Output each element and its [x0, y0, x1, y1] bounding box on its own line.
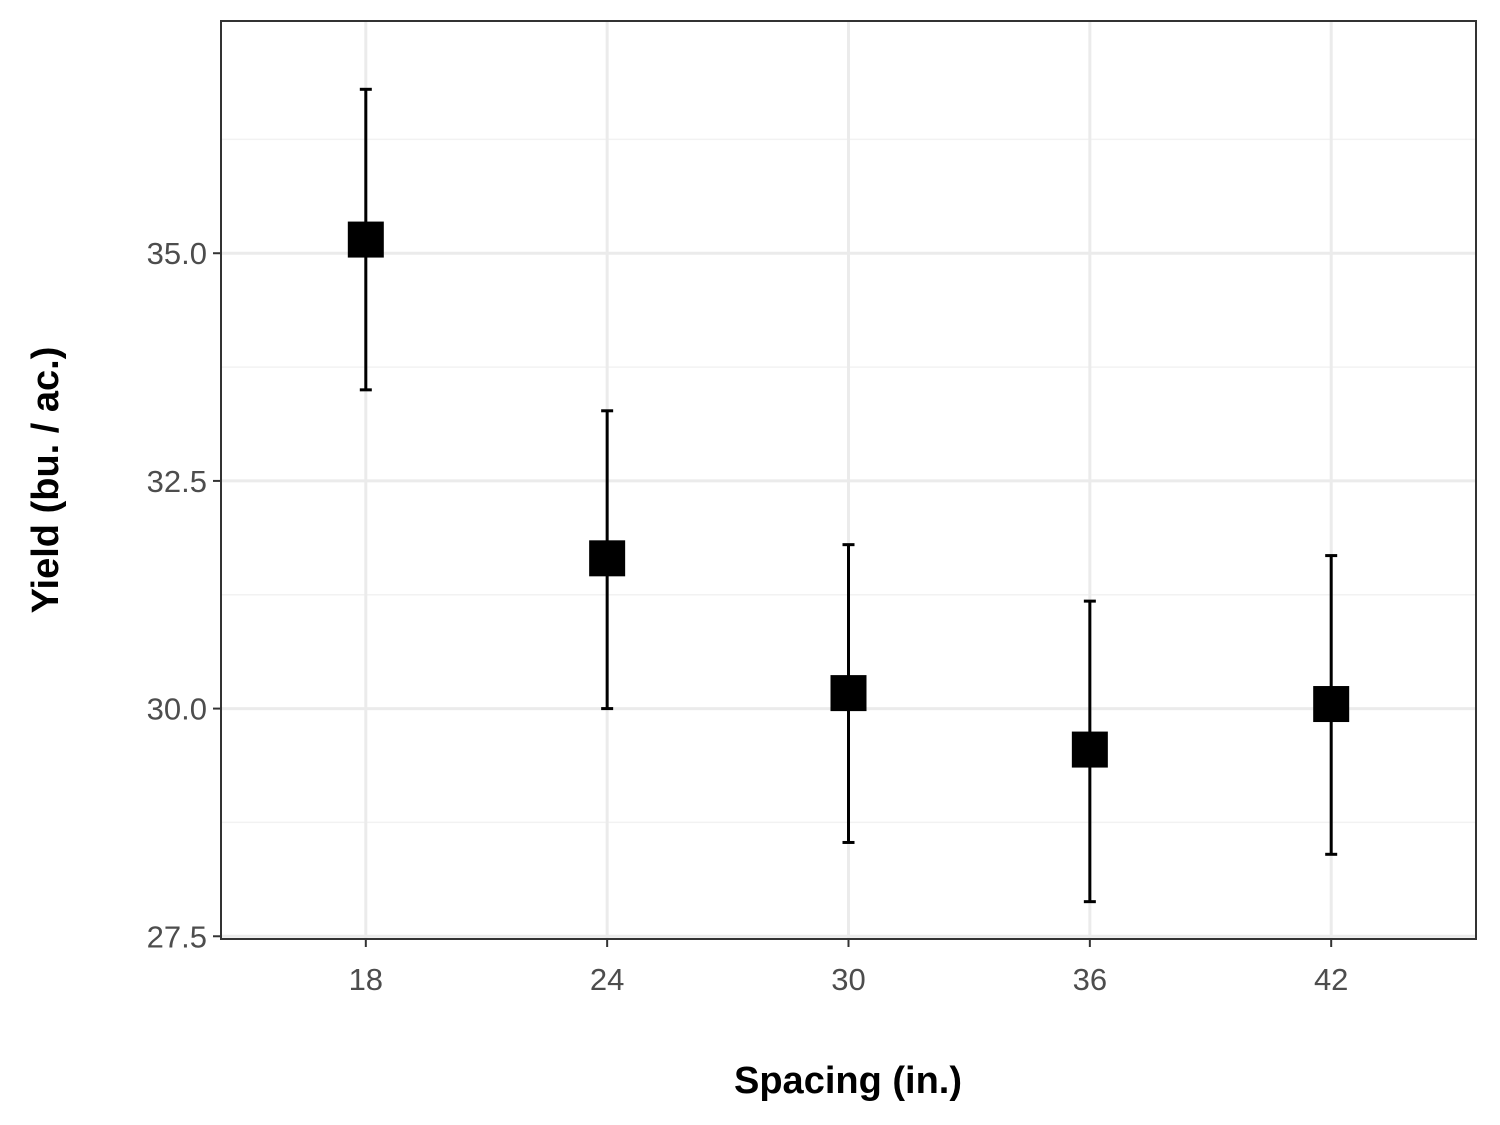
y-tick-label: 30.0 [147, 692, 207, 727]
x-tick-label: 24 [590, 962, 624, 997]
data-point [1071, 731, 1108, 768]
data-point [1313, 686, 1350, 723]
x-tick-label: 36 [1073, 962, 1107, 997]
x-tick-label: 18 [349, 962, 383, 997]
y-tick-label: 35.0 [147, 236, 207, 271]
y-tick-label: 32.5 [147, 464, 207, 499]
marks-layer [347, 87, 1350, 904]
x-tick-label: 42 [1314, 962, 1348, 997]
data-point [589, 540, 626, 577]
data-point [830, 675, 867, 712]
data-point [347, 221, 384, 258]
y-tick-label: 27.5 [147, 919, 207, 954]
x-tick-label: 30 [831, 962, 865, 997]
axes-layer: 27.5 30.0 32.5 35.0 18 24 30 36 42 [147, 236, 1349, 997]
x-axis-title: Spacing (in.) [734, 1060, 962, 1102]
y-axis-title: Yield (bu. / ac.) [25, 347, 67, 614]
